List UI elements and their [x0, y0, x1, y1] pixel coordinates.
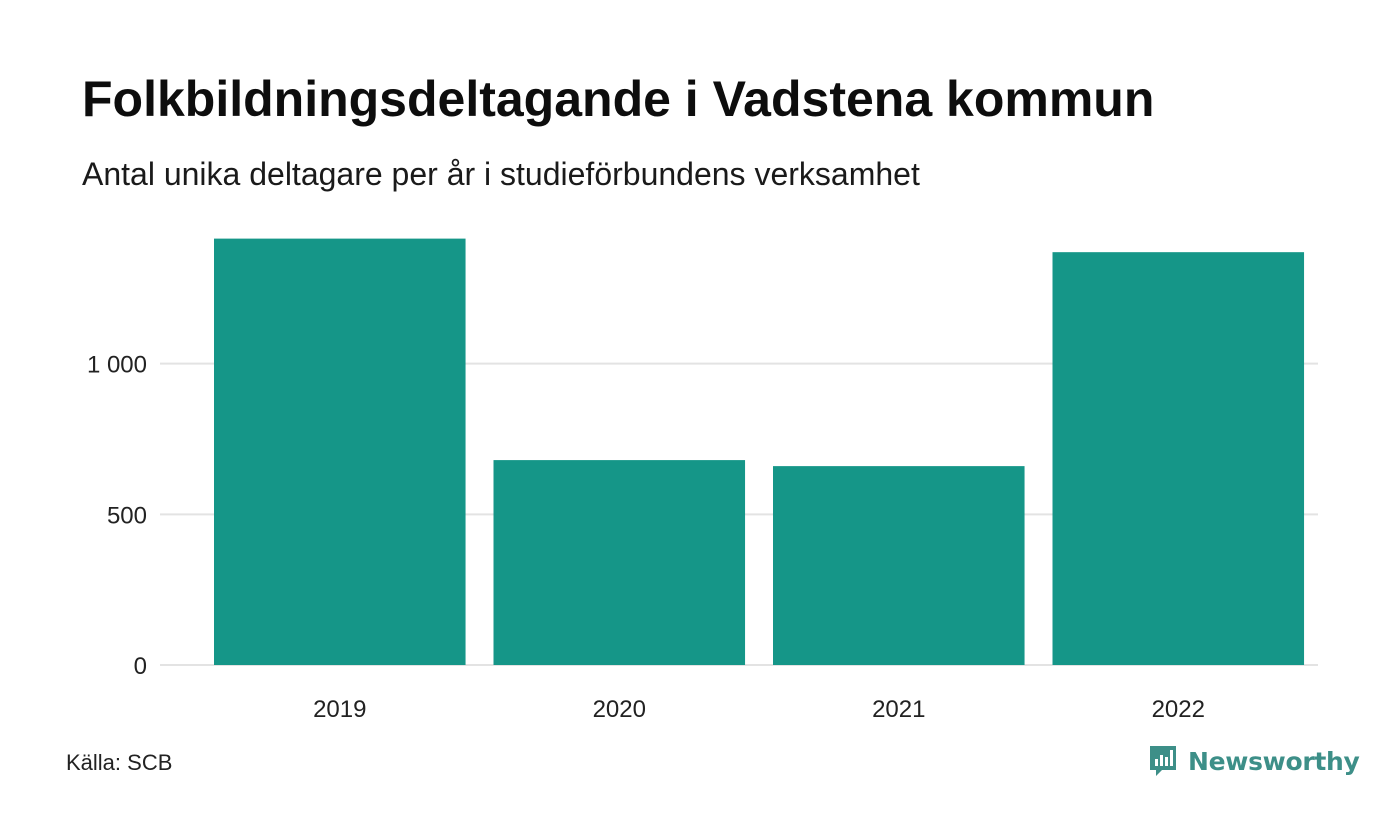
y-tick-label: 1 000 — [87, 352, 147, 379]
bar-2021 — [773, 466, 1025, 665]
x-axis-ticks: 2019 2020 2021 2022 — [313, 696, 1205, 723]
x-tick-label: 2021 — [872, 696, 925, 723]
newsworthy-chat-chart-icon — [1150, 746, 1176, 776]
x-tick-label: 2019 — [313, 696, 366, 723]
y-tick-label: 500 — [107, 502, 147, 529]
x-tick-label: 2020 — [593, 696, 646, 723]
brand-name: Newsworthy — [1188, 746, 1360, 776]
brand-logo: Newsworthy — [1148, 744, 1360, 778]
chart-title: Folkbildningsdeltagande i Vadstena kommu… — [82, 71, 1155, 127]
bar-2020 — [493, 460, 746, 665]
chart-subtitle: Antal unika deltagare per år i studieför… — [82, 156, 920, 192]
bar-2022 — [1052, 252, 1305, 665]
y-axis-ticks: 0 500 1 000 — [87, 352, 147, 680]
source-note: Källa: SCB — [66, 750, 173, 775]
y-tick-label: 0 — [134, 653, 147, 680]
x-tick-label: 2022 — [1152, 696, 1205, 723]
bars — [214, 238, 1305, 665]
bar-2019 — [214, 238, 466, 665]
